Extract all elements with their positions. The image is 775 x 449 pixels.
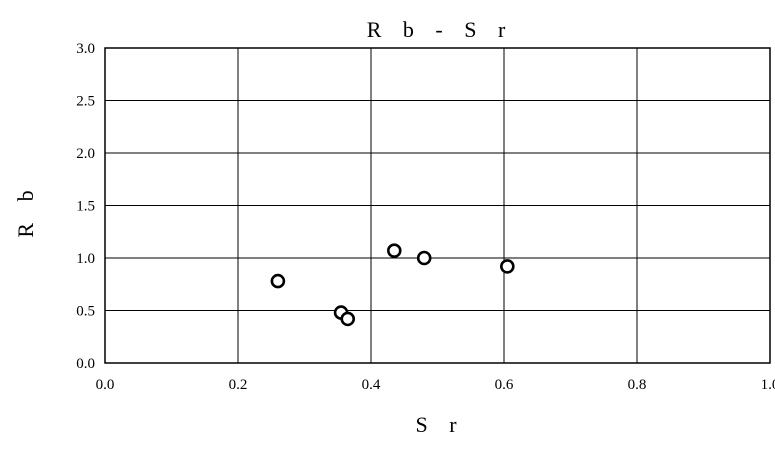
data-point <box>386 243 402 258</box>
y-tick-label: 3.0 <box>76 41 95 57</box>
x-tick-label: 0.6 <box>495 377 514 393</box>
chart-title: R b - S r <box>367 17 514 42</box>
y-tick-label: 1.0 <box>76 251 95 267</box>
x-tick-label: 1.0 <box>761 377 775 393</box>
x-tick-label: 0.2 <box>229 377 248 393</box>
y-tick-label: 0.0 <box>76 356 95 372</box>
y-tick-label: 2.0 <box>76 146 95 162</box>
x-axis-label: S r <box>415 412 464 437</box>
data-point <box>270 273 286 289</box>
plot-frame <box>104 47 771 364</box>
data-point <box>340 311 356 327</box>
data-points <box>270 243 515 327</box>
data-point <box>500 259 515 274</box>
y-tick-label: 0.5 <box>76 304 95 320</box>
x-tick-label: 0.0 <box>96 377 115 393</box>
data-point <box>416 250 432 266</box>
x-tick-label: 0.4 <box>362 377 381 393</box>
y-tick-label: 2.5 <box>76 94 95 110</box>
y-axis-label: R b <box>13 182 38 237</box>
tick-labels: 0.0 0.2 0.4 0.6 0.8 1.0 0.0 0.5 1.0 1.5 2.0 2.5 3.0 <box>76 41 775 393</box>
grid-layer <box>105 48 770 363</box>
y-tick-label: 1.5 <box>76 199 95 215</box>
x-tick-label: 0.8 <box>628 377 647 393</box>
